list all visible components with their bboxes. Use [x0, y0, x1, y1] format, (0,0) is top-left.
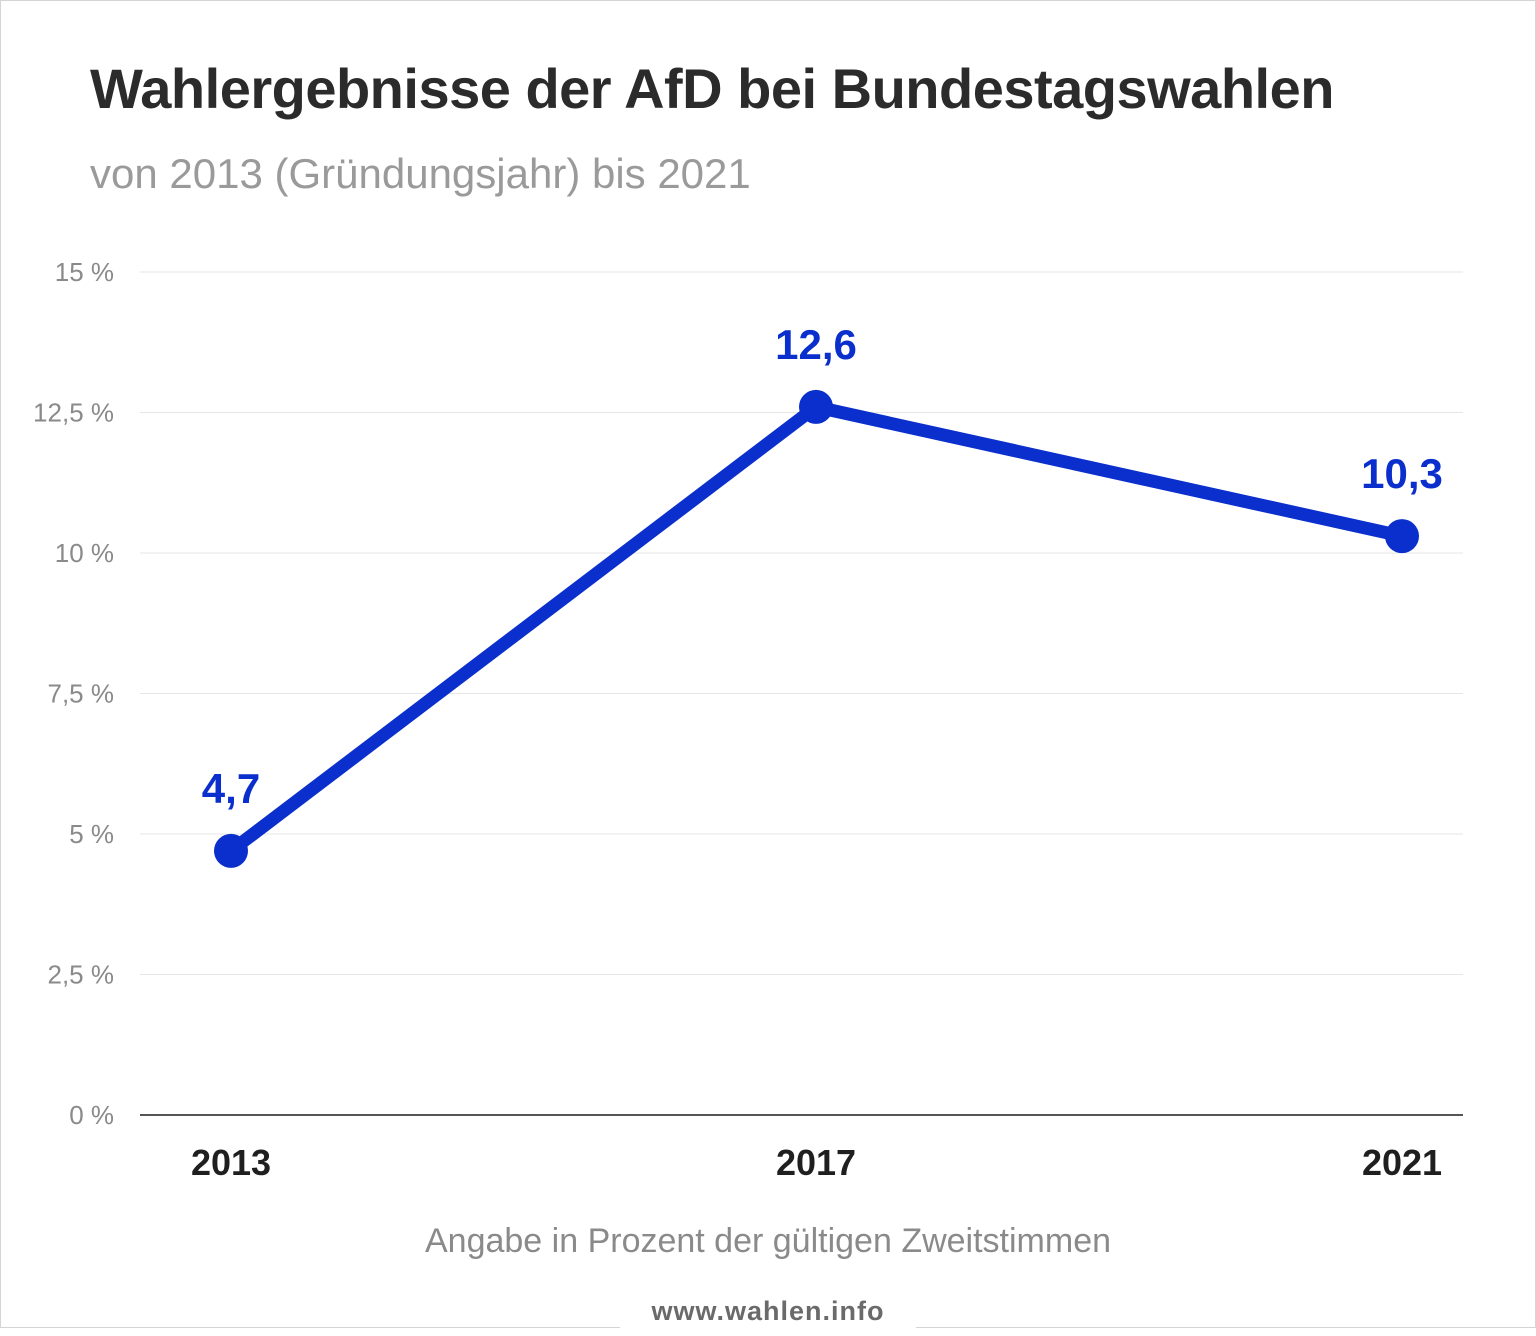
- x-tick-label: 2017: [776, 1142, 856, 1183]
- chart-title: Wahlergebnisse der AfD bei Bundestagswah…: [90, 57, 1334, 120]
- chart-footnote: Angabe in Prozent der gültigen Zweitstim…: [424, 1222, 1112, 1260]
- y-tick-label: 0 %: [69, 1100, 114, 1130]
- data-point: [214, 833, 248, 868]
- y-tick-label: 10 %: [55, 538, 114, 568]
- y-tick-label: 15 %: [55, 257, 114, 287]
- chart-subtitle: von 2013 (Gründungsjahr) bis 2021: [90, 150, 751, 197]
- y-tick-label: 7,5 %: [48, 679, 115, 709]
- data-label: 10,3: [1361, 450, 1443, 497]
- series-line: [224, 400, 1409, 858]
- source-credit: www.wahlen.info: [620, 1296, 916, 1336]
- y-tick-label: 5 %: [69, 819, 114, 849]
- x-tick-label: 2021: [1362, 1142, 1442, 1183]
- data-point: [799, 389, 833, 424]
- data-point: [1385, 519, 1419, 554]
- data-label: 4,7: [202, 765, 260, 812]
- y-tick-label: 2,5 %: [48, 960, 115, 990]
- data-label: 12,6: [775, 321, 857, 368]
- y-tick-label: 12,5 %: [33, 398, 114, 428]
- x-tick-label: 2013: [191, 1142, 271, 1183]
